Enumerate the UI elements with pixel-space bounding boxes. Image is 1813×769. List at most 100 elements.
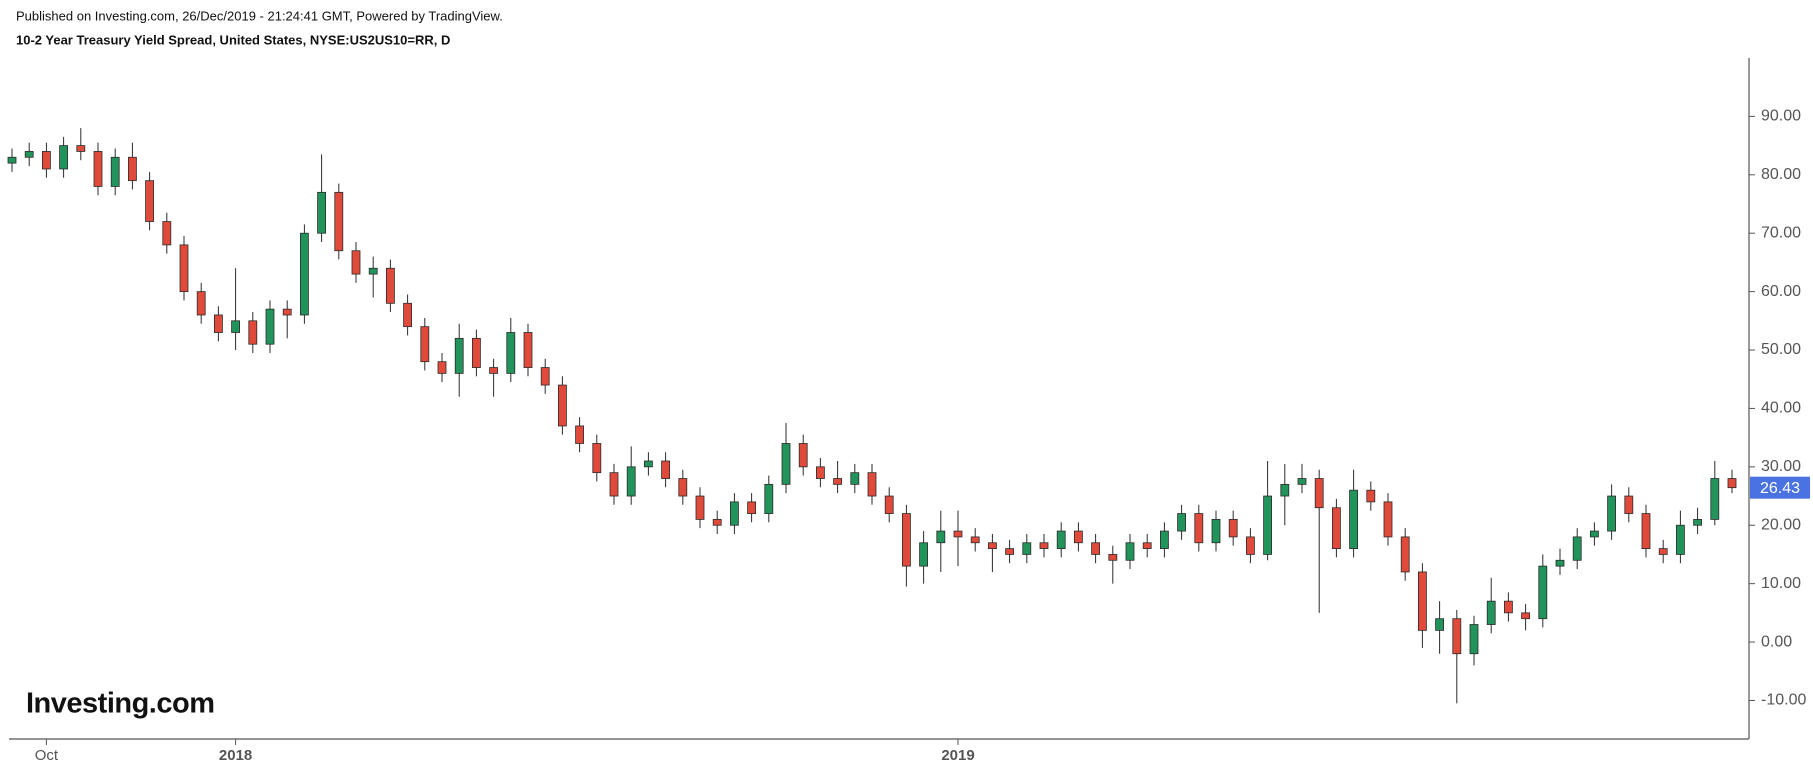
candle-body [781, 443, 791, 485]
candle-body [282, 308, 292, 316]
candle-body [1142, 542, 1152, 550]
candle-body [1108, 554, 1118, 561]
y-tick-label: 0.00 [1761, 633, 1792, 650]
candle-body [506, 332, 516, 374]
y-tick-label: 30.00 [1761, 458, 1801, 475]
candle-body [24, 151, 34, 158]
candle-body [248, 320, 258, 345]
candle-body [42, 151, 51, 170]
candle-body [1074, 530, 1083, 544]
candle-body [162, 221, 172, 246]
candle-body [712, 518, 722, 526]
candle-body [437, 361, 447, 374]
candle-body [1710, 478, 1720, 520]
last-price-label: 26.43 [1760, 480, 1800, 497]
candle-body [626, 466, 636, 497]
candle-body [1383, 501, 1393, 538]
candle-body [299, 232, 309, 316]
candle-body [1039, 542, 1049, 550]
candle-body [1297, 478, 1307, 485]
candle-body [884, 495, 894, 514]
candle-body [1211, 518, 1221, 544]
candle-body [1160, 530, 1169, 550]
candle-body [1263, 495, 1272, 555]
x-tick-label: 2019 [941, 747, 974, 764]
chart-title: 10-2 Year Treasury Yield Spread, United … [16, 32, 450, 47]
candle-body [936, 530, 946, 544]
candle-body [558, 384, 567, 427]
candle-body [1641, 513, 1651, 550]
candle-body [213, 314, 223, 333]
candle-body [1366, 489, 1376, 503]
y-tick-label: 70.00 [1761, 224, 1801, 241]
candle-body [661, 460, 670, 479]
candle-body [1624, 495, 1634, 514]
candle-body [231, 320, 241, 333]
candle-body [523, 332, 533, 368]
candle-body [1693, 518, 1702, 526]
candle-body [7, 156, 17, 164]
candle-body [1349, 489, 1358, 550]
candle-body [454, 337, 464, 374]
candle-body [145, 180, 155, 222]
y-tick-label: 40.00 [1761, 400, 1801, 417]
candle-body [798, 443, 808, 468]
candle-body [196, 291, 206, 316]
last-price-box [1750, 476, 1810, 499]
candle-body [833, 478, 842, 485]
candle-body [1607, 495, 1616, 532]
candle-body [540, 367, 550, 386]
candle-body [592, 443, 602, 474]
candle-body [110, 156, 120, 187]
candle-body [1005, 548, 1014, 555]
candle-body [1314, 478, 1324, 509]
candle-body [1469, 624, 1479, 655]
candle-body [93, 151, 103, 187]
candle-body [385, 267, 395, 304]
candle-body [1727, 478, 1737, 489]
candle-body [644, 460, 653, 468]
candle-body [127, 156, 137, 182]
y-tick-label: 20.00 [1761, 516, 1801, 533]
candle-body [970, 536, 980, 544]
candle-body [1521, 612, 1530, 620]
candle-body [1486, 600, 1496, 625]
candle-body [678, 478, 688, 497]
y-tick-label: 80.00 [1761, 166, 1801, 183]
candle-body [867, 472, 877, 497]
candle-body [403, 302, 413, 328]
candle-body [317, 191, 327, 234]
candle-body [816, 466, 825, 479]
candle-body [1590, 530, 1599, 538]
candle-body [1091, 542, 1100, 555]
logo: Investing.com [26, 688, 215, 720]
candle-body [1504, 600, 1513, 614]
y-tick-label: 60.00 [1761, 283, 1801, 300]
candle-body [1555, 559, 1565, 567]
candle-body [1435, 618, 1444, 631]
x-tick-label: 2018 [219, 747, 252, 764]
candle-body [1177, 513, 1186, 532]
candle-body [1452, 618, 1462, 655]
candle-body [1676, 524, 1685, 555]
y-tick-label: -10.00 [1761, 692, 1806, 709]
published-note: Published on Investing.com, 26/Dec/2019 … [16, 8, 503, 23]
candle-body [351, 250, 361, 275]
candle-body [850, 472, 860, 485]
candle-body [919, 542, 928, 567]
candle-body [1332, 507, 1341, 550]
candle-body [1418, 571, 1427, 631]
candle-body [334, 191, 344, 252]
candle-body [1194, 513, 1204, 544]
candle-body [1572, 536, 1582, 561]
candle-body [1246, 536, 1255, 555]
candle-body [489, 367, 499, 374]
candle-body [265, 308, 275, 345]
candle-body [59, 145, 68, 170]
candle-body [471, 337, 481, 368]
candle-body [1538, 565, 1548, 620]
candle-body [1280, 483, 1290, 497]
y-tick-label: 50.00 [1761, 341, 1801, 358]
